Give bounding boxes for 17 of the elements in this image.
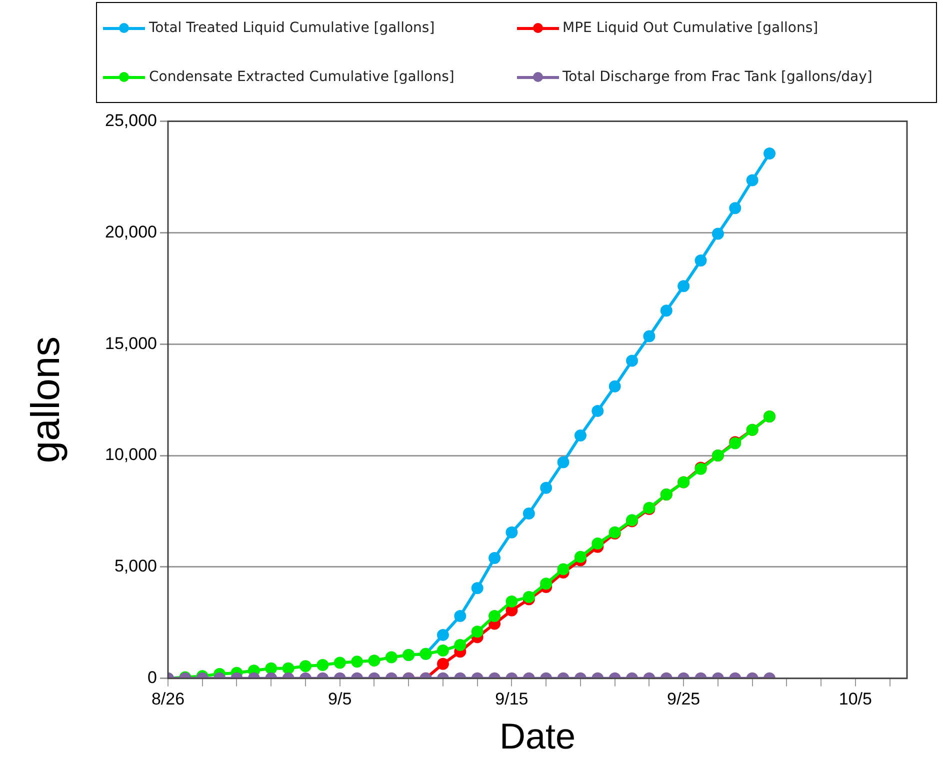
legend-label: Total Treated Liquid Cumulative [gallons] <box>149 20 435 36</box>
y-tick-label: 15,000 <box>104 334 157 353</box>
y-tick-label: 25,000 <box>104 110 157 130</box>
x-axis-title: Date <box>499 715 576 756</box>
x-tick-label: 10/5 <box>838 689 872 708</box>
y-tick-label: 5,000 <box>114 556 157 576</box>
legend-label: MPE Liquid Out Cumulative [gallons] <box>562 20 818 36</box>
y-tick-label: 10,000 <box>104 445 157 464</box>
legend-label: Total Discharge from Frac Tank [gallons/day] <box>562 69 872 86</box>
x-tick-label: 9/25 <box>667 689 700 708</box>
x-tick-label: 9/15 <box>495 689 528 708</box>
x-tick-label: 8/26 <box>151 689 185 708</box>
x-tick-label: 9/5 <box>328 689 352 708</box>
y-tick-label: 0 <box>148 668 157 688</box>
y-tick-label: 20,000 <box>104 222 157 242</box>
y-axis-title: gallons <box>24 336 68 464</box>
legend-label: Condensate Extracted Cumulative [gallons] <box>149 69 454 86</box>
